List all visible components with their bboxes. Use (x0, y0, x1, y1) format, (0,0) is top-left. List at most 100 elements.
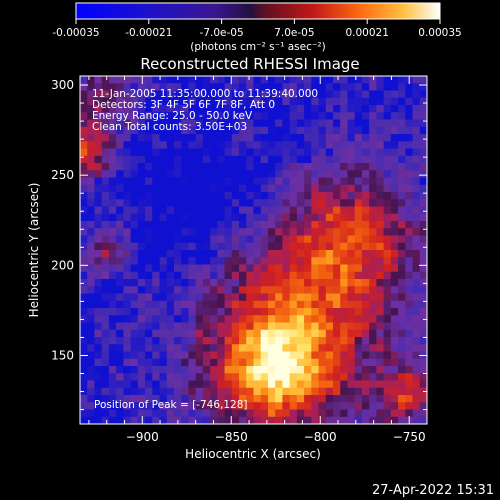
heatmap-cell (188, 155, 197, 164)
heatmap-cell (282, 308, 291, 316)
heatmap-cell (340, 300, 349, 309)
heatmap-cell (347, 380, 356, 389)
heatmap-cell (80, 300, 88, 309)
heatmap-cell (383, 402, 392, 411)
heatmap-cell (398, 271, 406, 280)
heatmap-cell (275, 387, 284, 396)
heatmap-cell (253, 170, 262, 179)
heatmap-cell (282, 199, 291, 208)
heatmap-cell (87, 395, 96, 403)
heatmap-cell (253, 373, 262, 382)
heatmap-cell (267, 402, 276, 411)
heatmap-cell (267, 380, 276, 389)
heatmap-cell (80, 126, 88, 135)
heatmap-cell (137, 184, 146, 193)
heatmap-cell (217, 366, 226, 374)
heatmap-cell (195, 308, 204, 316)
heatmap-cell (376, 337, 385, 345)
heatmap-cell (253, 155, 262, 164)
heatmap-cell (152, 206, 161, 215)
heatmap-cell (152, 192, 161, 200)
heatmap-cell (260, 126, 269, 135)
heatmap-cell (152, 286, 161, 295)
heatmap-cell (275, 148, 284, 157)
heatmap-cell (145, 395, 153, 403)
heatmap-cell (333, 271, 341, 280)
heatmap-cell (253, 250, 262, 258)
heatmap-cell (354, 119, 363, 128)
heatmap-cell (116, 235, 124, 244)
heatmap-cell (289, 235, 298, 244)
heatmap-cell (239, 279, 247, 287)
heatmap-cell (181, 83, 190, 92)
heatmap-cell (304, 286, 312, 295)
heatmap-cell (390, 112, 399, 121)
heatmap-cell (130, 105, 139, 113)
heatmap-cell (195, 380, 204, 389)
heatmap-cell (137, 264, 146, 273)
heatmap-cell (267, 257, 276, 266)
heatmap-cell (159, 315, 168, 324)
heatmap-cell (202, 221, 211, 229)
heatmap-cell (173, 119, 182, 128)
heatmap-cell (94, 402, 103, 411)
heatmap-cell (159, 177, 168, 186)
heatmap-cell (130, 141, 139, 150)
heatmap-cell (383, 257, 392, 266)
heatmap-cell (195, 358, 204, 367)
heatmap-cell (181, 279, 190, 287)
heatmap-cell (398, 235, 406, 244)
heatmap-cell (282, 264, 291, 273)
heatmap-cell (210, 300, 218, 309)
heatmap-cell (361, 112, 370, 121)
heatmap-cell (145, 90, 153, 99)
heatmap-cell (289, 387, 298, 396)
heatmap-cell (369, 387, 377, 396)
heatmap-cell (166, 177, 175, 186)
heatmap-cell (275, 358, 284, 367)
heatmap-cell (296, 83, 305, 92)
heatmap-cell (246, 373, 255, 382)
heatmap-cell (217, 300, 226, 309)
heatmap-cell (282, 148, 291, 157)
heatmap-cell (361, 119, 370, 128)
heatmap-cell (354, 344, 363, 353)
heatmap-cell (87, 105, 96, 113)
heatmap-cell (398, 170, 406, 179)
heatmap-cell (87, 409, 96, 418)
heatmap-cell (173, 387, 182, 396)
heatmap-cell (304, 264, 312, 273)
heatmap-cell (296, 279, 305, 287)
heatmap-cell (369, 344, 377, 353)
heatmap-cell (217, 90, 226, 99)
heatmap-cell (181, 76, 190, 84)
heatmap-cell (231, 141, 240, 150)
heatmap-cell (224, 344, 233, 353)
heatmap-cell (87, 83, 96, 92)
heatmap-cell (137, 322, 146, 331)
heatmap-cell (145, 271, 153, 280)
heatmap-cell (87, 163, 96, 171)
heatmap-cell (398, 90, 406, 99)
heatmap-cell (217, 134, 226, 142)
heatmap-cell (239, 184, 247, 193)
heatmap-cell (325, 380, 334, 389)
heatmap-cell (289, 192, 298, 200)
heatmap-cell (347, 416, 356, 424)
heatmap-cell (289, 380, 298, 389)
heatmap-cell (275, 90, 284, 99)
heatmap-cell (347, 242, 356, 251)
plot-frame (79, 75, 428, 425)
heatmap-cell (333, 97, 341, 106)
heatmap-cell (94, 271, 103, 280)
heatmap-cell (419, 105, 427, 113)
heatmap-cell (231, 192, 240, 200)
heatmap-cell (195, 163, 204, 171)
heatmap-cell (188, 293, 197, 302)
heatmap-cell (311, 83, 320, 92)
heatmap-cell (173, 170, 182, 179)
heatmap-cell (398, 76, 406, 84)
colorbar-tick-label: 0.00021 (345, 27, 388, 39)
heatmap-cell (412, 257, 421, 266)
heatmap-cell (253, 337, 262, 345)
